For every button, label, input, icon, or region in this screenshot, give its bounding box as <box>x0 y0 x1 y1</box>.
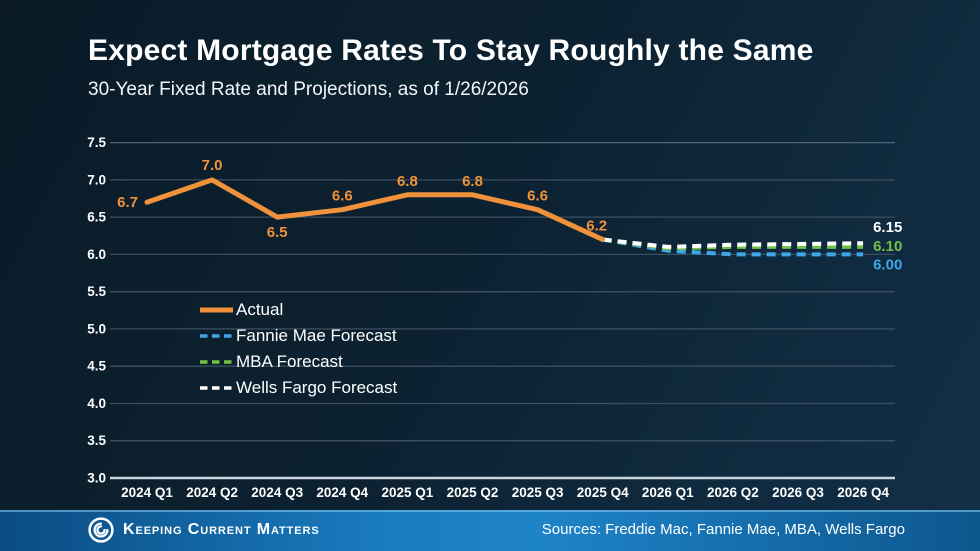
y-tick-label: 5.0 <box>87 321 106 336</box>
legend-line-wells-fargo-icon <box>200 386 233 390</box>
series-path-wells-fargo-forecast <box>602 237 864 249</box>
y-tick-label: 3.0 <box>87 471 106 486</box>
series-path-fannie-mae-forecast <box>602 237 864 257</box>
y-tick-label: 3.5 <box>87 433 106 448</box>
chart-subtitle: 30-Year Fixed Rate and Projections, as o… <box>88 79 529 100</box>
y-tick-label: 6.5 <box>87 210 106 225</box>
brand-text: Keeping Current Matters <box>123 521 320 538</box>
series-path-actual <box>144 177 606 242</box>
x-tick-label: 2024 Q3 <box>251 485 303 500</box>
legend-label-mba: MBA Forecast <box>236 352 343 371</box>
sources-text: Sources: Freddie Mac, Fannie Mae, MBA, W… <box>541 521 905 538</box>
x-tick-label: 2026 Q1 <box>642 485 694 500</box>
data-label: 6.7 <box>117 194 138 211</box>
x-tick-label: 2026 Q3 <box>772 485 824 500</box>
legend-item-fannie-mae: Fannie Mae Forecast <box>199 323 397 349</box>
x-tick-label: 2024 Q4 <box>316 485 368 500</box>
y-tick-label: 7.5 <box>87 135 106 150</box>
data-label: 7.0 <box>202 157 223 174</box>
x-tick-label: 2025 Q4 <box>577 485 629 500</box>
data-label: 6.2 <box>586 218 607 235</box>
x-tick-label: 2025 Q2 <box>447 485 499 500</box>
y-tick-label: 4.5 <box>87 359 106 374</box>
x-tick-label: 2025 Q1 <box>382 485 434 500</box>
end-label: 6.00 <box>873 256 902 273</box>
legend-item-wells-fargo: Wells Fargo Forecast <box>199 375 397 401</box>
chart-legend: Actual Fannie Mae Forecast MBA Forecast … <box>199 297 397 401</box>
y-tick-label: 5.5 <box>87 284 106 299</box>
legend-line-actual-icon <box>200 307 233 313</box>
legend-label-actual: Actual <box>236 300 284 319</box>
legend-label-wells-fargo: Wells Fargo Forecast <box>236 378 398 397</box>
legend-line-mba-icon <box>200 360 233 364</box>
y-tick-label: 4.0 <box>87 396 106 411</box>
series-path-mba-forecast <box>602 237 864 251</box>
end-label: 6.10 <box>873 238 902 255</box>
y-tick-label: 7.0 <box>87 172 106 187</box>
page-title: Expect Mortgage Rates To Stay Roughly th… <box>88 34 814 67</box>
x-tick-label: 2026 Q2 <box>707 485 759 500</box>
x-tick-label: 2026 Q4 <box>837 485 889 500</box>
brand: Keeping Current Matters <box>88 517 320 543</box>
legend-item-mba: MBA Forecast <box>199 349 397 375</box>
data-label: 6.8 <box>397 173 418 190</box>
legend-item-actual: Actual <box>199 297 397 323</box>
kcm-logo-icon <box>88 517 114 543</box>
legend-line-fannie-mae-icon <box>200 334 233 338</box>
footer-bar <box>0 510 980 551</box>
data-label: 6.8 <box>462 173 483 190</box>
data-label: 6.5 <box>267 224 288 241</box>
x-tick-label: 2024 Q1 <box>121 485 173 500</box>
end-label: 6.15 <box>873 219 902 236</box>
legend-label-fannie-mae: Fannie Mae Forecast <box>236 326 397 345</box>
data-label: 6.6 <box>332 188 353 205</box>
x-tick-label: 2025 Q3 <box>512 485 564 500</box>
data-label: 6.6 <box>527 188 548 205</box>
x-tick-label: 2024 Q2 <box>186 485 238 500</box>
y-tick-label: 6.0 <box>87 247 106 262</box>
